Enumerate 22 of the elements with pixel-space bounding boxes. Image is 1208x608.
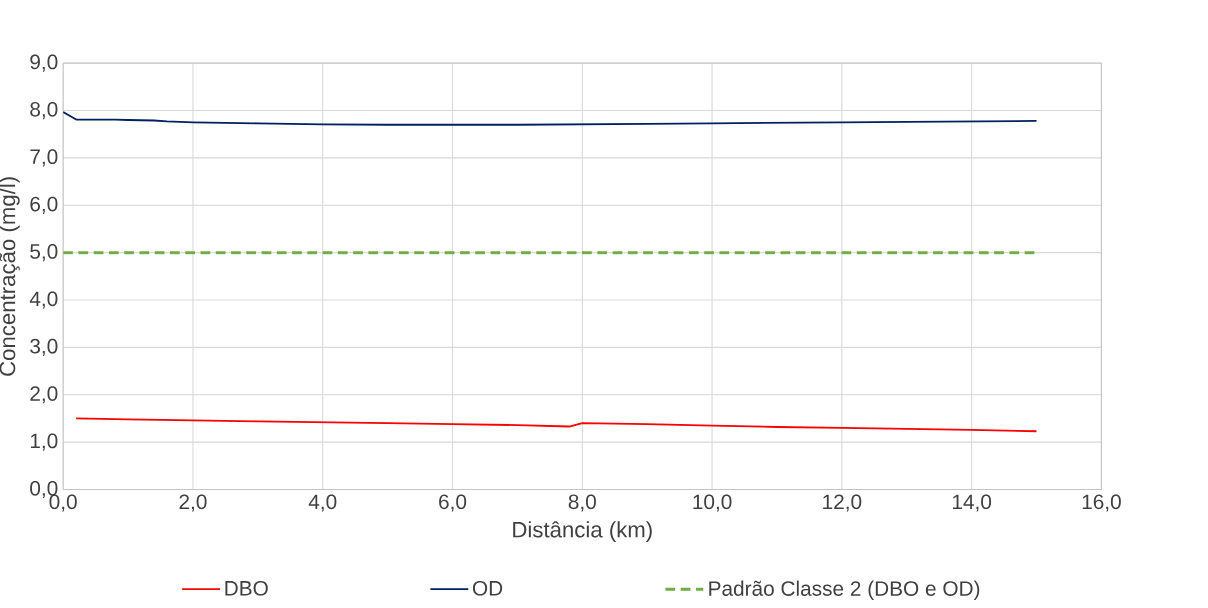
y-tick-label: 4,0 (29, 291, 58, 309)
y-axis-title: Concentração (mg/l) (0, 177, 20, 376)
x-tick-label: 12,0 (823, 494, 862, 512)
y-tick-label: 3,0 (30, 338, 58, 357)
y-tick-label: 9,0 (30, 54, 58, 72)
y-tick-label: 5,0 (30, 244, 58, 262)
legend-label: DBO (225, 580, 268, 596)
x-tick-label: 16,0 (1082, 494, 1121, 512)
y-tick-label: 1,0 (30, 433, 58, 451)
x-axis-title: Distância (km) (513, 521, 652, 542)
y-tick-label: 7,0 (30, 149, 58, 167)
x-tick-label: 14,0 (952, 494, 992, 512)
x-tick-label: 4,0 (308, 494, 337, 512)
y-tick-label: 8,0 (30, 101, 58, 120)
legend-label: Padrão Classe 2 (DBO e OD) (709, 580, 980, 601)
x-tick-label: 8,0 (568, 494, 596, 512)
x-tick-label: 6,0 (439, 494, 467, 512)
legend-label: OD (472, 580, 503, 596)
x-tick-label: 10,0 (693, 494, 732, 512)
x-tick-label: 2,0 (179, 494, 207, 512)
y-tick-label: 6,0 (30, 196, 58, 214)
y-tick-label: 2,0 (30, 386, 58, 404)
